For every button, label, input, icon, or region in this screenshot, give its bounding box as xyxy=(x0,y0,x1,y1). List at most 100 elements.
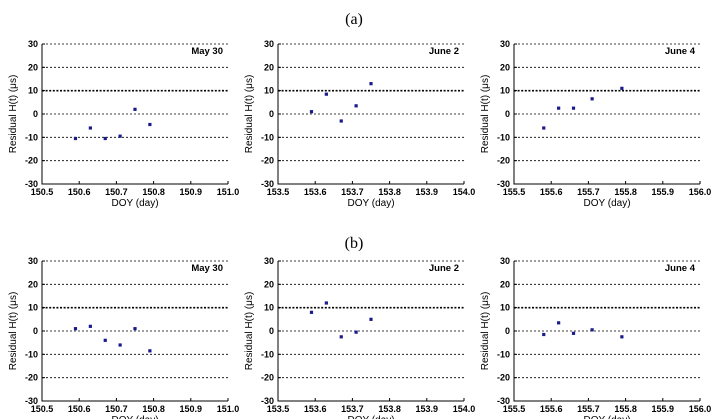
data-point xyxy=(590,97,594,101)
y-tick-label: 30 xyxy=(500,256,510,266)
data-point xyxy=(324,92,328,96)
y-axis-label: Residual H(t) (μs) xyxy=(244,292,255,371)
y-tick-label: -20 xyxy=(25,373,38,383)
data-point xyxy=(309,310,314,314)
data-point xyxy=(590,328,594,332)
x-tick-label: 150.8 xyxy=(142,404,165,414)
y-tick-label: 20 xyxy=(28,279,38,289)
data-point xyxy=(557,106,561,110)
x-axis-label: DOY (day) xyxy=(583,415,630,419)
y-tick-label: 10 xyxy=(28,303,38,313)
x-tick-label: 155.6 xyxy=(540,187,563,197)
x-tick-label: 151.0 xyxy=(217,404,240,414)
x-tick-label: 154.0 xyxy=(453,187,476,197)
axes-frame xyxy=(277,44,464,185)
x-tick-label: 153.9 xyxy=(416,187,439,197)
y-tick-label: -30 xyxy=(261,396,274,406)
data-point xyxy=(148,349,152,353)
x-tick-label: 155.9 xyxy=(652,404,675,414)
y-tick-label: 30 xyxy=(264,39,274,49)
axes-frame xyxy=(513,261,700,402)
y-tick-label: 20 xyxy=(500,279,510,289)
x-tick-label: 155.7 xyxy=(577,404,600,414)
data-point xyxy=(620,335,624,339)
y-tick-label: -30 xyxy=(25,179,38,189)
data-point xyxy=(133,107,137,111)
x-tick-label: 150.7 xyxy=(105,404,128,414)
x-tick-label: 156.0 xyxy=(689,404,712,414)
x-tick-label: 153.6 xyxy=(304,187,327,197)
data-point xyxy=(133,327,137,331)
data-point xyxy=(118,134,122,138)
x-tick-label: 153.7 xyxy=(341,404,364,414)
x-tick-label: 150.6 xyxy=(68,187,91,197)
y-tick-label: 0 xyxy=(33,109,38,119)
y-tick-label: -10 xyxy=(497,132,510,142)
y-tick-label: 10 xyxy=(500,303,510,313)
y-tick-label: -20 xyxy=(497,373,510,383)
x-axis-label: DOY (day) xyxy=(347,415,394,419)
data-point xyxy=(118,343,122,347)
data-point xyxy=(354,330,358,334)
chart-title: June 2 xyxy=(429,46,459,57)
chart-title: June 4 xyxy=(665,263,696,274)
y-tick-label: 10 xyxy=(500,86,510,96)
x-tick-label: 150.7 xyxy=(105,187,128,197)
data-point xyxy=(542,332,546,337)
data-point xyxy=(339,119,343,123)
x-tick-label: 156.0 xyxy=(689,187,712,197)
chart-title: May 30 xyxy=(191,46,223,57)
chart-title: June 2 xyxy=(429,263,459,274)
y-tick-label: 30 xyxy=(264,256,274,266)
y-tick-label: 0 xyxy=(269,326,274,336)
data-point xyxy=(542,126,546,130)
axes-frame xyxy=(41,261,228,402)
data-point xyxy=(88,126,92,130)
axes-frame xyxy=(513,44,700,185)
x-tick-label: 154.0 xyxy=(453,404,476,414)
x-tick-label: 150.6 xyxy=(68,404,91,414)
data-point xyxy=(354,104,358,108)
data-point xyxy=(103,136,107,141)
y-tick-label: -10 xyxy=(25,349,38,359)
x-tick-label: 155.5 xyxy=(503,187,526,197)
y-axis-label: Residual H(t) (μs) xyxy=(8,292,19,371)
y-axis-label: Residual H(t) (μs) xyxy=(480,75,491,154)
x-tick-label: 151.0 xyxy=(217,187,240,197)
x-tick-label: 155.8 xyxy=(614,187,637,197)
data-point xyxy=(324,301,328,305)
y-tick-label: -20 xyxy=(261,373,274,383)
data-point xyxy=(571,106,576,110)
panel-label-b: (b) xyxy=(345,235,364,252)
chart-title: June 4 xyxy=(665,46,696,57)
x-axis-label: DOY (day) xyxy=(111,415,158,419)
y-tick-label: 0 xyxy=(33,326,38,336)
y-tick-label: -10 xyxy=(25,132,38,142)
y-axis-label: Residual H(t) (μs) xyxy=(8,75,19,154)
data-point xyxy=(88,324,92,328)
y-tick-label: 0 xyxy=(269,109,274,119)
data-point xyxy=(73,327,78,331)
y-axis-label: Residual H(t) (μs) xyxy=(244,75,255,154)
y-tick-label: 0 xyxy=(505,109,510,119)
y-tick-label: -20 xyxy=(497,156,510,166)
x-tick-label: 153.5 xyxy=(267,404,290,414)
x-tick-label: 150.5 xyxy=(31,404,54,414)
y-tick-label: -10 xyxy=(261,349,274,359)
y-tick-label: 30 xyxy=(28,39,38,49)
x-tick-label: 153.8 xyxy=(378,187,401,197)
x-tick-label: 153.8 xyxy=(378,404,401,414)
y-tick-label: -30 xyxy=(25,396,38,406)
data-point xyxy=(103,338,107,342)
x-tick-label: 153.7 xyxy=(341,187,364,197)
y-tick-label: -20 xyxy=(25,156,38,166)
x-tick-label: 150.5 xyxy=(31,187,54,197)
data-point xyxy=(309,110,314,114)
y-tick-label: -30 xyxy=(261,179,274,189)
x-tick-label: 150.8 xyxy=(142,187,165,197)
